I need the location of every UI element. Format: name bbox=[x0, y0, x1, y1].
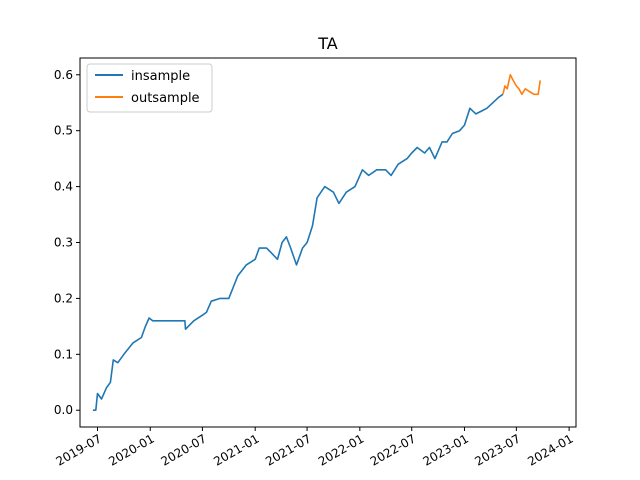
x-tick-label: 2021-01 bbox=[211, 431, 261, 468]
series-line-outsample bbox=[502, 74, 541, 96]
x-tick-label: 2023-07 bbox=[472, 431, 522, 468]
x-tick-label: 2022-07 bbox=[368, 431, 418, 468]
plot-frame bbox=[79, 57, 577, 428]
legend-label-outsample: outsample bbox=[131, 91, 200, 106]
series-layer bbox=[92, 74, 541, 412]
x-tick-label: 2023-01 bbox=[421, 431, 471, 468]
legend: insample outsample bbox=[86, 63, 213, 113]
x-axis: 2019-07 2020-01 2020-07 2021-01 2021-07 2022-… bbox=[54, 427, 576, 469]
y-tick-label: 0.5 bbox=[54, 124, 73, 138]
y-tick-label: 0.1 bbox=[54, 347, 73, 361]
x-tick-label: 2024-01 bbox=[525, 431, 575, 468]
y-tick-label: 0.4 bbox=[54, 180, 73, 194]
legend-label-insample: insample bbox=[131, 69, 190, 84]
x-tick-label: 2019-07 bbox=[54, 431, 104, 468]
chart-title: TA bbox=[317, 34, 338, 53]
x-tick-label: 2020-01 bbox=[106, 431, 156, 468]
x-tick-label: 2022-01 bbox=[316, 431, 366, 468]
y-tick-label: 0.2 bbox=[54, 291, 73, 305]
x-tick-label: 2020-07 bbox=[159, 431, 209, 468]
y-tick-label: 0.0 bbox=[54, 403, 73, 417]
y-tick-label: 0.3 bbox=[54, 236, 73, 250]
y-tick-label: 0.6 bbox=[54, 68, 73, 82]
y-axis: 0.0 0.1 0.2 0.3 0.4 0.5 0.6 bbox=[54, 68, 80, 417]
series-line-insample bbox=[92, 93, 504, 412]
x-tick-label: 2021-07 bbox=[263, 431, 313, 468]
